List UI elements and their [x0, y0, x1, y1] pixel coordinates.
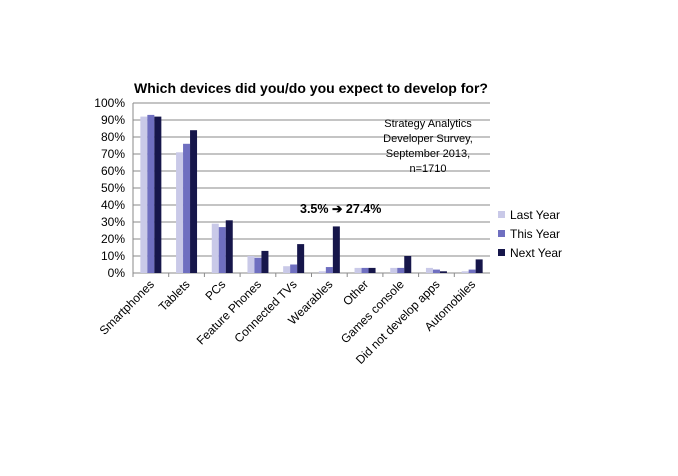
bar [183, 143, 191, 273]
x-tick-label: Smartphones [97, 277, 157, 337]
bar [154, 116, 162, 273]
x-tick-label: Other [340, 277, 371, 308]
x-tick-label: PCs [202, 277, 228, 303]
bar [190, 130, 198, 273]
bar [297, 244, 305, 273]
y-tick-label: 60% [101, 164, 125, 178]
legend-item: Last Year [498, 205, 562, 224]
bar [432, 269, 440, 273]
y-tick-label: 20% [101, 232, 125, 246]
bar [290, 264, 298, 273]
bar [140, 116, 148, 273]
source-line: n=1710 [409, 163, 447, 175]
y-tick-label: 50% [101, 181, 125, 195]
x-tick-label: Games console [338, 277, 407, 346]
x-tick-label: Tablets [156, 277, 193, 314]
bar [332, 226, 340, 273]
bar [475, 259, 483, 273]
bar [225, 220, 233, 273]
y-tick-label: 90% [101, 113, 125, 127]
bar [261, 250, 269, 273]
source-line: Strategy Analytics [384, 118, 472, 130]
bar [461, 271, 469, 273]
bar [425, 267, 433, 273]
y-tick-label: 0% [108, 266, 126, 280]
bar [218, 227, 226, 273]
wearables-annotation: 3.5% ➔ 27.4% [300, 202, 382, 216]
bar [354, 267, 362, 273]
bar [283, 266, 291, 273]
bar [390, 267, 398, 273]
source-note: Strategy Analytics Developer Survey, Sep… [380, 117, 476, 177]
y-tick-label: 70% [101, 147, 125, 161]
bar [325, 267, 333, 273]
bar [318, 271, 326, 273]
bar [254, 257, 262, 273]
bar [247, 256, 255, 273]
y-tick-label: 30% [101, 215, 125, 229]
chart-title: Which devices did you/do you expect to d… [134, 80, 488, 96]
y-tick-label: 40% [101, 198, 125, 212]
bar [147, 114, 155, 274]
legend-item: This Year [498, 224, 562, 243]
legend: Last Year This Year Next Year [498, 205, 562, 262]
source-line: September 2013, [385, 148, 471, 160]
legend-label: Next Year [510, 245, 563, 260]
legend-swatch [498, 211, 505, 218]
bar [397, 267, 405, 273]
legend-swatch [498, 249, 505, 256]
bar [176, 152, 184, 273]
y-tick-label: 10% [101, 249, 125, 263]
x-tick-label: Connected TVs [232, 277, 300, 345]
legend-swatch [498, 230, 505, 237]
bar [361, 267, 369, 273]
y-tick-label: 100% [94, 96, 125, 110]
bar [439, 271, 447, 273]
bar [468, 269, 476, 273]
legend-label: Last Year [510, 207, 561, 222]
bar [404, 256, 412, 273]
source-line: Developer Survey, [383, 133, 473, 145]
bar [211, 223, 219, 273]
legend-item: Next Year [498, 243, 562, 262]
bar [368, 267, 376, 273]
legend-label: This Year [510, 226, 561, 241]
y-tick-label: 80% [101, 130, 125, 144]
